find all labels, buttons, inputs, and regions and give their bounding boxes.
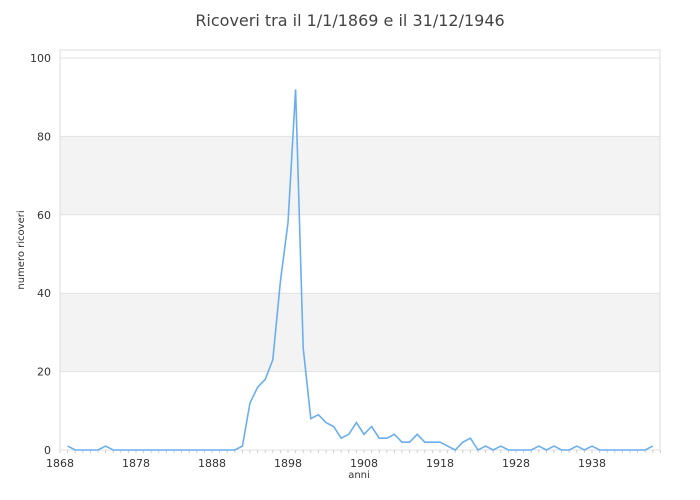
x-tick-label: 1888 <box>198 457 226 470</box>
grid-bands <box>60 136 660 372</box>
series-line <box>67 89 654 452</box>
x-tick-label: 1878 <box>122 457 150 470</box>
y-axis-label: numero ricoveri <box>16 210 27 289</box>
y-tick-label: 20 <box>37 366 51 379</box>
x-tick-label: 1938 <box>578 457 606 470</box>
y-tick-label: 100 <box>30 52 51 65</box>
x-tick-label: 1868 <box>46 457 74 470</box>
x-tick-label: 1908 <box>350 457 378 470</box>
y-tick-label: 60 <box>37 209 51 222</box>
x-tick-label: 1898 <box>274 457 302 470</box>
grid-band <box>60 293 660 372</box>
y-tick-label: 40 <box>37 287 51 300</box>
x-axis-label: anni <box>348 470 370 481</box>
x-tick-label: 1928 <box>502 457 530 470</box>
chart-title: Ricoveri tra il 1/1/1869 e il 31/12/1946 <box>195 11 505 30</box>
plot-frame <box>59 49 661 451</box>
y-axis: 0 20 40 60 80 100 <box>30 52 660 457</box>
x-tick-label: 1918 <box>426 457 454 470</box>
y-tick-label: 80 <box>37 130 51 143</box>
grid-band <box>60 136 660 215</box>
x-axis: 1868 1878 1888 1898 1908 1918 1928 1938 <box>46 450 661 470</box>
y-tick-label: 0 <box>44 444 51 457</box>
